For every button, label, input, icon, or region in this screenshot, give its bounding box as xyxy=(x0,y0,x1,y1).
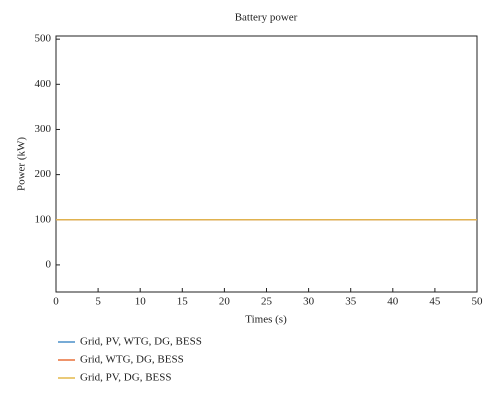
x-tick-label: 5 xyxy=(95,296,101,308)
y-tick-label: 100 xyxy=(35,213,52,225)
x-tick-label: 25 xyxy=(261,296,273,308)
x-axis-label: Times (s) xyxy=(245,314,287,326)
y-tick-label: 200 xyxy=(35,168,52,180)
legend-label: Grid, PV, DG, BESS xyxy=(80,372,172,384)
chart-title: Battery power xyxy=(235,12,298,24)
x-tick-label: 50 xyxy=(472,296,484,308)
legend-label: Grid, WTG, DG, BESS xyxy=(80,354,184,366)
x-tick-label: 15 xyxy=(177,296,189,308)
x-tick-label: 45 xyxy=(429,296,441,308)
x-tick-label: 30 xyxy=(303,296,315,308)
y-tick-label: 500 xyxy=(35,33,52,45)
y-tick-label: 400 xyxy=(35,78,52,90)
x-tick-label: 10 xyxy=(135,296,147,308)
y-tick-label: 0 xyxy=(46,258,52,270)
y-tick-label: 300 xyxy=(35,123,52,135)
x-tick-label: 40 xyxy=(387,296,399,308)
x-tick-label: 0 xyxy=(53,296,59,308)
x-tick-label: 35 xyxy=(345,296,357,308)
y-axis-label: Power (kW) xyxy=(16,137,28,191)
x-tick-label: 20 xyxy=(219,296,231,308)
plot-frame xyxy=(55,35,478,293)
legend-label: Grid, PV, WTG, DG, BESS xyxy=(80,336,202,348)
